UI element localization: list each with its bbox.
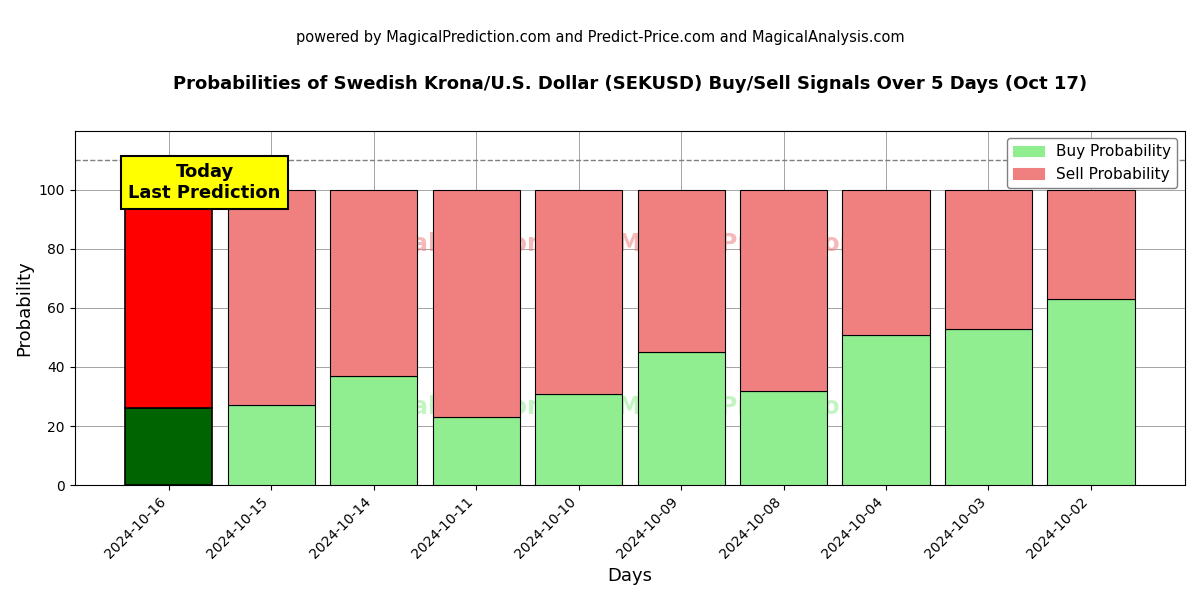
Bar <box>228 406 314 485</box>
Bar <box>432 190 520 417</box>
Legend: Buy Probability, Sell Probability: Buy Probability, Sell Probability <box>1007 139 1177 188</box>
Text: calAnalysis.com        MagicalPrediction.com: calAnalysis.com MagicalPrediction.com <box>340 232 920 256</box>
Bar <box>432 417 520 485</box>
Bar <box>330 376 418 485</box>
Bar <box>740 391 827 485</box>
Bar <box>125 190 212 409</box>
Bar <box>637 190 725 352</box>
Bar <box>330 190 418 376</box>
Bar <box>944 329 1032 485</box>
Title: Probabilities of Swedish Krona/U.S. Dollar (SEKUSD) Buy/Sell Signals Over 5 Days: Probabilities of Swedish Krona/U.S. Doll… <box>173 75 1087 93</box>
Bar <box>1048 299 1134 485</box>
X-axis label: Days: Days <box>607 567 653 585</box>
Text: powered by MagicalPrediction.com and Predict-Price.com and MagicalAnalysis.com: powered by MagicalPrediction.com and Pre… <box>295 30 905 45</box>
Bar <box>637 352 725 485</box>
Y-axis label: Probability: Probability <box>16 260 34 356</box>
Bar <box>944 190 1032 329</box>
Bar <box>842 190 930 335</box>
Bar <box>228 190 314 406</box>
Bar <box>535 190 622 394</box>
Bar <box>1048 190 1134 299</box>
Bar <box>842 335 930 485</box>
Bar <box>535 394 622 485</box>
Text: Today
Last Prediction: Today Last Prediction <box>128 163 281 202</box>
Bar <box>125 409 212 485</box>
Text: calAnalysis.com        MagicalPrediction.com: calAnalysis.com MagicalPrediction.com <box>340 395 920 419</box>
Bar <box>740 190 827 391</box>
